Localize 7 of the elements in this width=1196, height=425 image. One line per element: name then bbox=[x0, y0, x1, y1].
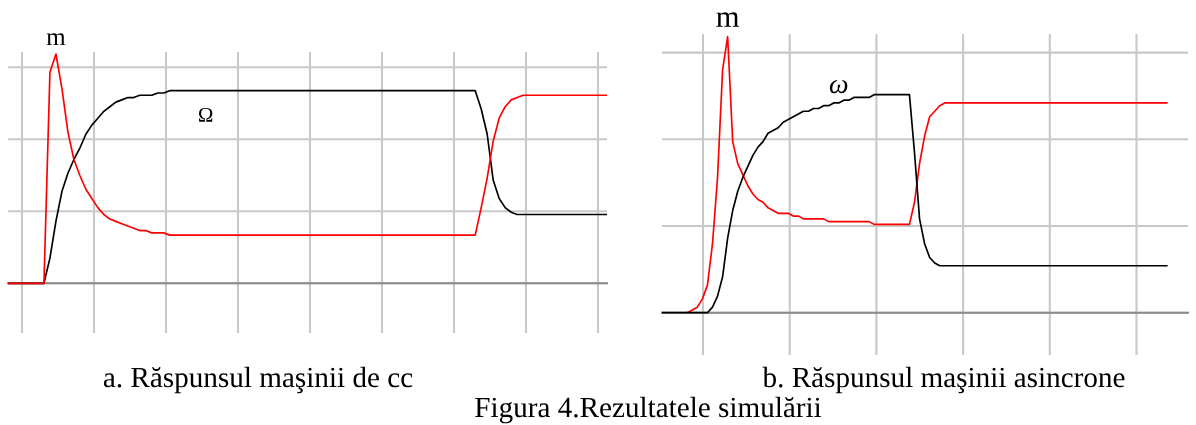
text: Figura 4.Rezultatele simulării bbox=[475, 396, 822, 424]
series-label: m bbox=[716, 12, 740, 27]
series-label: Ω bbox=[199, 107, 213, 122]
text: b. Răspunsul maşinii asincrone bbox=[762, 366, 1125, 394]
series-label: m bbox=[46, 33, 66, 45]
text: a. Răspunsul maşinii de cc bbox=[103, 366, 413, 394]
series-label: ω bbox=[829, 79, 848, 94]
